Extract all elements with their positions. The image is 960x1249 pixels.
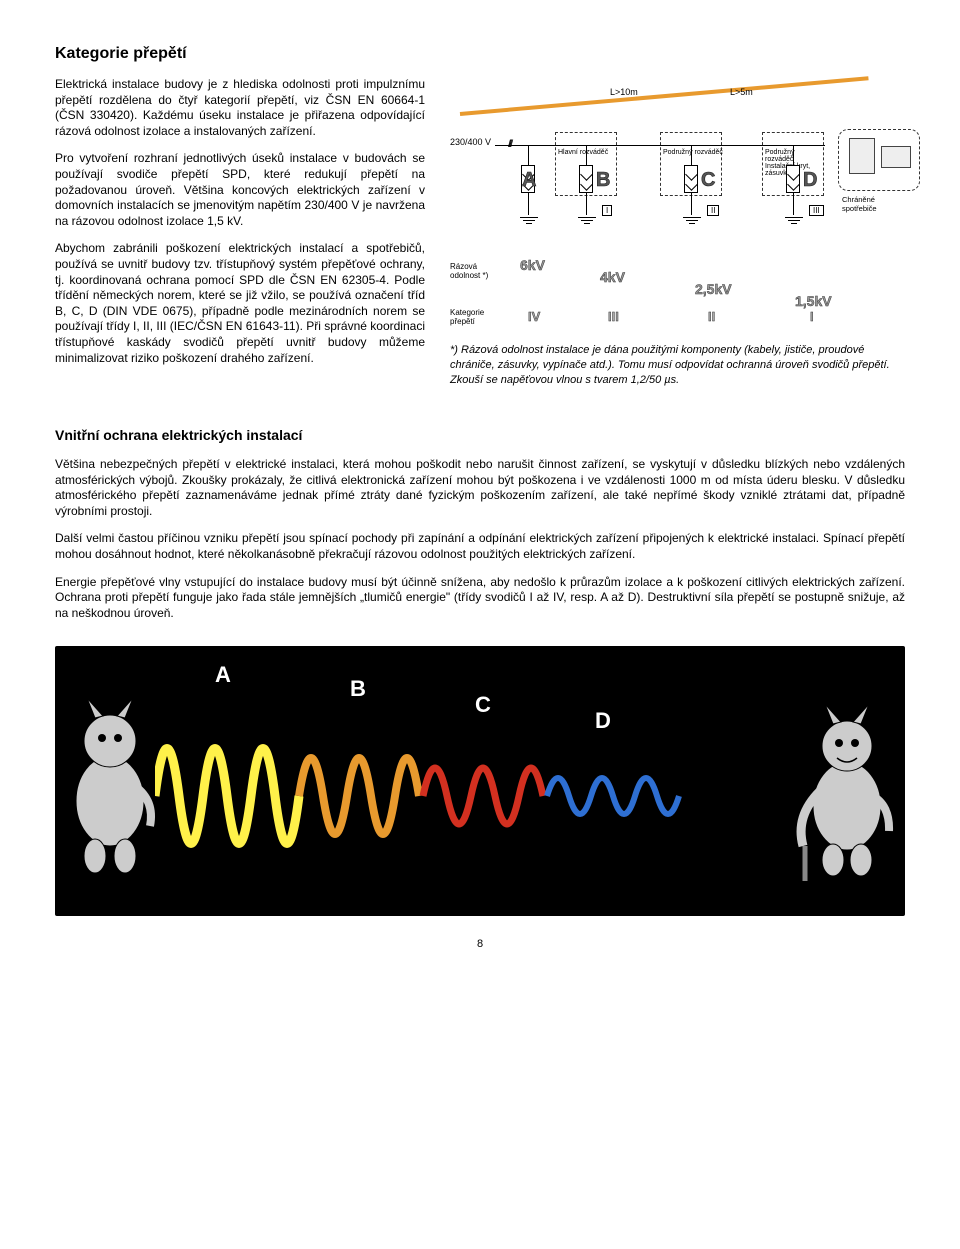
- left-column: Elektrická instalace budovy je z hledisk…: [55, 77, 425, 397]
- paragraph-1: Elektrická instalace budovy je z hledisk…: [55, 77, 425, 139]
- coils-svg: A B C D: [155, 646, 715, 916]
- coil-letter-a: A: [215, 662, 231, 687]
- kv-6: 6kV: [520, 257, 545, 273]
- coil-b: [299, 758, 419, 834]
- distance-1: L>10m: [610, 87, 638, 97]
- row-label-razova: Rázová odolnost *): [450, 263, 500, 281]
- arrester-c: [684, 165, 698, 193]
- illustration-coils: A B C D: [55, 646, 905, 916]
- pc-tower-icon: [849, 138, 875, 174]
- creature-right-icon: [785, 646, 905, 916]
- creature-left-icon: [55, 646, 165, 916]
- roman-ii: II: [708, 309, 715, 324]
- paragraph-5: Další velmi častou příčinou vzniku přepě…: [55, 531, 905, 562]
- coil-letter-c: C: [475, 692, 491, 717]
- monitor-icon: [881, 146, 911, 168]
- roman-iv: IV: [528, 309, 540, 324]
- zone-num-3: III: [809, 205, 824, 216]
- ground-c: [683, 215, 701, 225]
- coil-letter-d: D: [595, 708, 611, 733]
- letter-c: C: [701, 169, 715, 192]
- ground-d: [785, 215, 803, 225]
- letter-a: A: [522, 169, 536, 192]
- zone-num-2: II: [707, 205, 719, 216]
- entry-mark: ////: [508, 139, 511, 150]
- letter-d: D: [803, 169, 817, 192]
- zone-sub1-label: Podružný rozváděč: [663, 149, 723, 156]
- row-label-kategorie: Kategorie přepětí: [450, 309, 500, 327]
- arrester-d: [786, 165, 800, 193]
- page-title: Kategorie přepětí: [55, 45, 905, 63]
- protected-devices-label: Chráněné spotřebiče: [842, 195, 905, 213]
- section-2-title: Vnitřní ochrana elektrických instalací: [55, 427, 905, 443]
- coil-a: [155, 749, 299, 844]
- roof-line: [460, 76, 869, 116]
- roman-iii: III: [608, 309, 619, 324]
- coil-d: [547, 778, 679, 814]
- diagram-overvoltage-categories: 230/400 V L>10m L>5m //// Hlavní rozvádě…: [450, 77, 905, 397]
- page-number: 8: [55, 938, 905, 950]
- ground-a: [520, 215, 538, 225]
- right-column: 230/400 V L>10m L>5m //// Hlavní rozvádě…: [450, 77, 905, 397]
- two-column-layout: Elektrická instalace budovy je z hledisk…: [55, 77, 905, 397]
- paragraph-3: Abychom zabránili poškození elektrických…: [55, 241, 425, 366]
- coil-c: [423, 768, 543, 824]
- paragraph-2: Pro vytvoření rozhraní jednotlivých úsek…: [55, 151, 425, 229]
- kv-4: 4kV: [600, 269, 625, 285]
- paragraph-6: Energie přepěťové vlny vstupující do ins…: [55, 575, 905, 622]
- kv-15: 1,5kV: [795, 293, 832, 309]
- arrester-b: [579, 165, 593, 193]
- kv-25: 2,5kV: [695, 281, 732, 297]
- coil-letter-b: B: [350, 676, 366, 701]
- voltage-label: 230/400 V: [450, 137, 491, 147]
- protected-device-box: [838, 129, 920, 191]
- letter-b: B: [596, 169, 610, 192]
- footnote: *) Rázová odolnost instalace je dána pou…: [450, 343, 905, 388]
- paragraph-4: Většina nebezpečných přepětí v elektrick…: [55, 457, 905, 519]
- distance-2: L>5m: [730, 87, 753, 97]
- ground-b: [578, 215, 596, 225]
- zone-num-1: I: [602, 205, 612, 216]
- zone-main-label: Hlavní rozváděč: [558, 149, 608, 156]
- roman-i: I: [810, 309, 814, 324]
